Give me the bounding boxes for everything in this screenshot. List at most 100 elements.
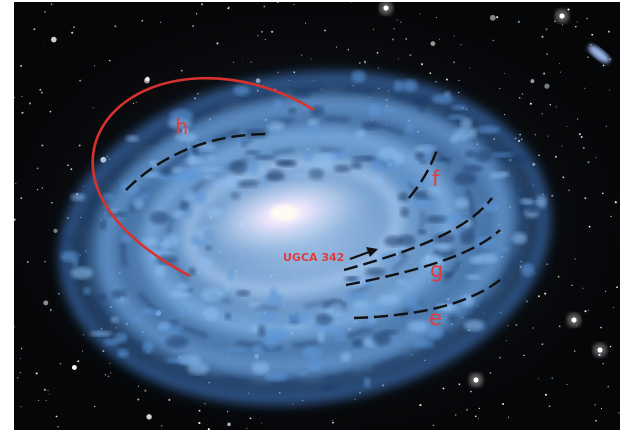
star xyxy=(496,16,499,19)
gas-clump xyxy=(489,172,506,179)
star xyxy=(257,35,259,37)
star xyxy=(478,407,480,409)
star xyxy=(576,118,579,120)
star xyxy=(420,63,424,66)
star xyxy=(114,25,117,28)
star xyxy=(146,414,152,420)
star xyxy=(595,157,597,159)
star xyxy=(594,404,596,406)
star xyxy=(135,101,137,103)
gas-gap xyxy=(244,150,260,155)
star xyxy=(520,138,523,141)
star xyxy=(544,83,550,89)
gas-clump xyxy=(371,159,384,171)
gas-gap xyxy=(98,293,107,301)
star xyxy=(33,28,36,31)
star xyxy=(77,360,80,363)
gas-clump xyxy=(426,186,442,199)
star xyxy=(477,418,479,420)
gas-clump xyxy=(330,327,344,335)
star xyxy=(532,327,534,329)
star xyxy=(435,80,437,83)
star xyxy=(277,2,279,4)
star xyxy=(453,35,455,37)
star xyxy=(141,19,144,22)
star xyxy=(618,412,620,414)
star xyxy=(45,399,47,402)
gas-clump xyxy=(178,172,199,177)
star xyxy=(409,54,412,57)
gas-clump xyxy=(83,287,91,295)
star xyxy=(195,13,198,15)
bright-star xyxy=(383,5,389,11)
star xyxy=(504,73,506,74)
gas-clump xyxy=(447,114,466,120)
star xyxy=(584,197,587,200)
star xyxy=(576,21,578,23)
gas-clump xyxy=(137,191,149,200)
star xyxy=(227,422,231,427)
star xyxy=(505,340,507,342)
gas-clump xyxy=(460,219,474,227)
gas-clump xyxy=(491,152,514,158)
star xyxy=(566,126,568,127)
star xyxy=(534,133,537,136)
star xyxy=(612,306,615,309)
star xyxy=(207,428,210,430)
gas-clump xyxy=(330,302,344,317)
gas-clump xyxy=(267,293,283,307)
gas-clump xyxy=(317,329,325,343)
star xyxy=(37,189,39,191)
gas-clump xyxy=(223,283,232,291)
gas-gap xyxy=(188,267,196,276)
star xyxy=(600,408,603,410)
gas-gap xyxy=(236,289,251,297)
gas-clump xyxy=(346,291,367,301)
gas-gap xyxy=(159,166,173,177)
gas-gap xyxy=(361,121,380,131)
gas-clump xyxy=(199,257,213,268)
gas-gap xyxy=(460,230,475,245)
gas-clump xyxy=(389,200,409,206)
galaxy-nucleus xyxy=(270,205,298,221)
star xyxy=(470,390,472,393)
star xyxy=(518,96,521,99)
gas-clump xyxy=(285,323,306,329)
star xyxy=(571,284,573,286)
star xyxy=(227,7,230,10)
gas-clump xyxy=(132,197,144,209)
bright-star xyxy=(597,347,603,353)
star xyxy=(354,398,356,400)
gas-clump xyxy=(454,198,469,209)
label-g: g xyxy=(430,258,444,282)
arc-e-dashed xyxy=(353,279,501,320)
label-e: e xyxy=(429,306,442,330)
gas-clump xyxy=(130,318,142,323)
star xyxy=(160,425,163,427)
gas-clump xyxy=(299,370,308,376)
star xyxy=(504,114,506,116)
gas-clump xyxy=(102,193,114,200)
star xyxy=(466,408,468,411)
star xyxy=(108,59,111,62)
star xyxy=(144,77,150,84)
star xyxy=(67,164,69,166)
gas-gap xyxy=(257,324,266,337)
gas-clump xyxy=(371,306,388,312)
gas-clump xyxy=(402,79,418,92)
gas-clump xyxy=(248,301,263,308)
gas-gap xyxy=(418,107,425,113)
arc-g-dashed-upper xyxy=(343,197,493,272)
gas-gap xyxy=(179,200,190,211)
star xyxy=(605,125,607,127)
star xyxy=(537,378,539,380)
gas-clump xyxy=(161,323,182,334)
gas-clump xyxy=(171,167,185,174)
star xyxy=(50,36,57,43)
gas-clump xyxy=(120,234,133,244)
star xyxy=(226,410,229,413)
gas-clump xyxy=(203,306,219,321)
star xyxy=(332,421,334,424)
gas-gap xyxy=(417,229,427,235)
